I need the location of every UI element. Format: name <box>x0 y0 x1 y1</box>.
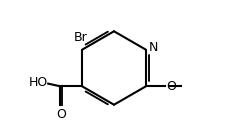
Text: O: O <box>56 108 66 121</box>
Text: N: N <box>148 41 158 54</box>
Text: O: O <box>165 80 175 93</box>
Text: Br: Br <box>74 31 87 44</box>
Text: HO: HO <box>28 76 47 89</box>
